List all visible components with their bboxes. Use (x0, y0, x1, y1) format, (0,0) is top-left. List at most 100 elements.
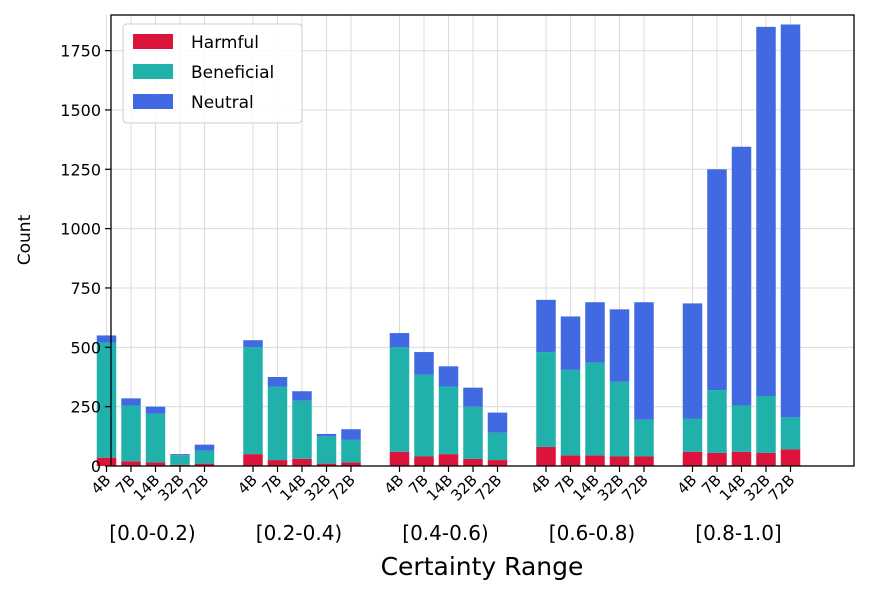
group-label: [0.8-1.0] (695, 521, 781, 545)
bar-harmful-segment (96, 457, 117, 466)
bar-beneficial-segment (634, 419, 654, 457)
bar-neutral-segment (267, 376, 288, 387)
group-label: [0.0-0.2) (109, 521, 195, 545)
bars (96, 24, 801, 466)
bar-beneficial-segment (145, 413, 166, 463)
legend-label-neutral: Neutral (191, 93, 254, 113)
bar-neutral-segment (341, 429, 361, 440)
bar-neutral-segment (316, 433, 337, 437)
bar-harmful-segment (731, 451, 752, 466)
bar-neutral-segment (731, 146, 752, 406)
bar-harmful-segment (438, 454, 459, 466)
bar-beneficial-segment (194, 450, 215, 464)
model-tick-label: 72B (765, 471, 799, 505)
bar-beneficial-segment (438, 386, 459, 455)
y-tick-label: 500 (70, 338, 101, 357)
bar-harmful-segment (414, 456, 434, 466)
y-tick-label: 1750 (60, 42, 101, 61)
bar-neutral-segment (194, 444, 215, 451)
bar-neutral-segment (487, 412, 508, 433)
group-label: [0.2-0.4) (256, 521, 342, 545)
model-tick-label: 72B (472, 471, 506, 505)
bar-neutral-segment (536, 299, 556, 353)
bar-beneficial-segment (780, 417, 801, 450)
bar-harmful-segment (682, 451, 703, 466)
bar-beneficial-segment (389, 347, 410, 452)
model-tick-label: 4B (234, 471, 261, 498)
bar-neutral-segment (780, 24, 801, 418)
y-axis-title: Count (15, 214, 35, 265)
model-tick-label: 4B (527, 471, 554, 498)
bar-harmful-segment (707, 452, 727, 466)
bar-beneficial-segment (267, 386, 288, 461)
bar-beneficial-segment (292, 400, 312, 459)
y-tick-label: 250 (70, 398, 101, 417)
bar-harmful-segment (487, 460, 508, 466)
bar-beneficial-segment (609, 381, 630, 457)
bar-neutral-segment (756, 26, 776, 396)
bar-neutral-segment (463, 387, 483, 407)
bar-harmful-segment (560, 455, 581, 466)
bar-harmful-segment (292, 458, 312, 466)
bar-harmful-segment (389, 451, 410, 466)
bar-neutral-segment (707, 169, 727, 391)
bar-beneficial-segment (414, 374, 434, 457)
bar-neutral-segment (170, 454, 190, 456)
model-tick-label: 4B (381, 471, 408, 498)
bar-harmful-segment (536, 447, 556, 466)
bar-harmful-segment (316, 463, 337, 466)
model-tick-label: 72B (325, 471, 359, 505)
legend-label-beneficial: Beneficial (191, 63, 274, 83)
bar-neutral-segment (121, 398, 141, 406)
bar-beneficial-segment (316, 436, 337, 464)
bar-harmful-segment (243, 454, 263, 466)
group-label: [0.4-0.6) (402, 521, 488, 545)
bar-harmful-segment (145, 462, 166, 466)
bar-harmful-segment (463, 458, 483, 466)
model-tick-label: 72B (618, 471, 652, 505)
bar-harmful-segment (194, 463, 215, 466)
bar-harmful-segment (634, 456, 654, 466)
bar-beneficial-segment (170, 455, 190, 465)
legend-swatch-beneficial (133, 64, 173, 79)
bar-harmful-segment (585, 455, 605, 466)
bar-beneficial-segment (536, 352, 556, 448)
bar-neutral-segment (243, 340, 263, 348)
bar-neutral-segment (145, 406, 166, 414)
y-tick-label: 1500 (60, 101, 101, 120)
legend-swatch-harmful (133, 34, 173, 49)
y-tick-label: 0 (91, 457, 101, 476)
model-tick-label: 4B (674, 471, 701, 498)
bar-neutral-segment (585, 302, 605, 363)
bar-beneficial-segment (756, 395, 776, 453)
bar-beneficial-segment (121, 405, 141, 462)
model-tick-label: 72B (179, 471, 213, 505)
bar-harmful-segment (121, 461, 141, 466)
plot-frame (110, 14, 855, 467)
bar-harmful-segment (780, 449, 801, 466)
bar-neutral-segment (560, 316, 581, 370)
x-axis: 4B7B14B32B72B[0.0-0.2)4B7B14B32B72B[0.2-… (88, 466, 799, 545)
bar-harmful-segment (267, 460, 288, 466)
bar-beneficial-segment (560, 369, 581, 456)
bar-neutral-segment (414, 352, 434, 375)
bar-neutral-segment (609, 309, 630, 382)
bar-neutral-segment (96, 335, 117, 343)
y-axis: 0 250 500 750 1000 1250 1500 1750 (60, 42, 111, 476)
bar-beneficial-segment (682, 418, 703, 452)
bar-harmful-segment (609, 456, 630, 466)
bar-harmful-segment (341, 462, 361, 466)
bar-beneficial-segment (243, 347, 263, 455)
bar-beneficial-segment (487, 432, 508, 461)
bar-neutral-segment (682, 303, 703, 419)
x-axis-title: Certainty Range (381, 552, 584, 581)
bar-harmful-segment (756, 452, 776, 466)
legend: Harmful Beneficial Neutral (122, 23, 303, 124)
bar-neutral-segment (389, 333, 410, 348)
bar-beneficial-segment (585, 362, 605, 456)
bar-beneficial-segment (707, 390, 727, 453)
y-tick-label: 750 (70, 279, 101, 298)
group-label: [0.6-0.8) (549, 521, 635, 545)
legend-swatch-neutral (133, 94, 173, 109)
